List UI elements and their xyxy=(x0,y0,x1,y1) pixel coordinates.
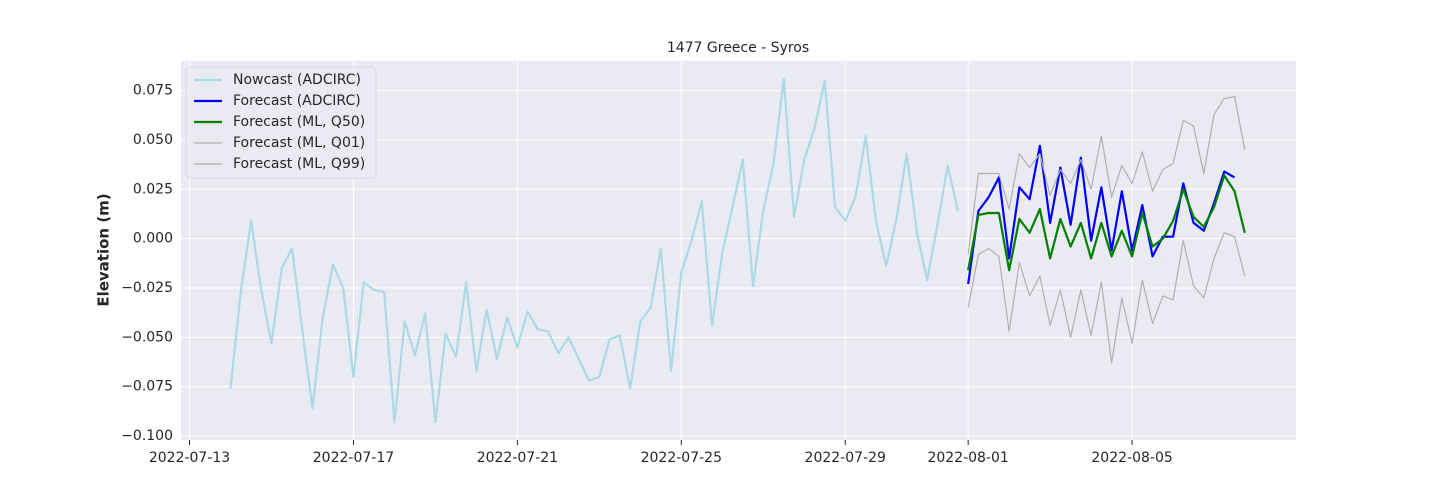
chart-title: 1477 Greece - Syros xyxy=(667,40,809,56)
y-tick-label: −0.025 xyxy=(121,280,173,296)
y-tick-label: 0.075 xyxy=(133,83,173,99)
series-line xyxy=(967,232,1246,364)
legend: Nowcast (ADCIRC) Forecast (ADCIRC) Forecas… xyxy=(185,66,377,179)
lines xyxy=(229,77,1246,424)
y-tick-label: −0.075 xyxy=(121,379,173,395)
x-tick-label: 2022-07-25 xyxy=(641,450,722,466)
legend-label: Forecast (ML, Q99) xyxy=(233,156,365,172)
y-tick-label: 0.025 xyxy=(133,181,173,197)
y-tick-label: 0.000 xyxy=(133,231,173,247)
x-tick-label: 2022-08-05 xyxy=(1091,450,1172,466)
legend-label: Forecast (ADCIRC) xyxy=(233,93,361,109)
x-tick-label: 2022-07-17 xyxy=(313,450,394,466)
x-tick-label: 2022-07-29 xyxy=(805,450,886,466)
y-tick-label: −0.050 xyxy=(121,329,173,345)
y-tick-label: −0.100 xyxy=(121,428,173,444)
y-axis-label: Elevation (m) xyxy=(95,193,113,306)
legend-label: Forecast (ML, Q01) xyxy=(233,135,365,151)
legend-box xyxy=(185,66,377,179)
y-tick-label: 0.050 xyxy=(133,132,173,148)
x-tick-label: 2022-07-21 xyxy=(477,450,558,466)
series-line xyxy=(229,77,959,424)
legend-label: Nowcast (ADCIRC) xyxy=(233,72,361,88)
legend-label: Forecast (ML, Q50) xyxy=(233,114,365,130)
x-tick-label: 2022-08-01 xyxy=(927,450,1008,466)
x-tick-label: 2022-07-13 xyxy=(149,450,230,466)
series-line xyxy=(967,174,1246,272)
series-line xyxy=(967,95,1246,255)
